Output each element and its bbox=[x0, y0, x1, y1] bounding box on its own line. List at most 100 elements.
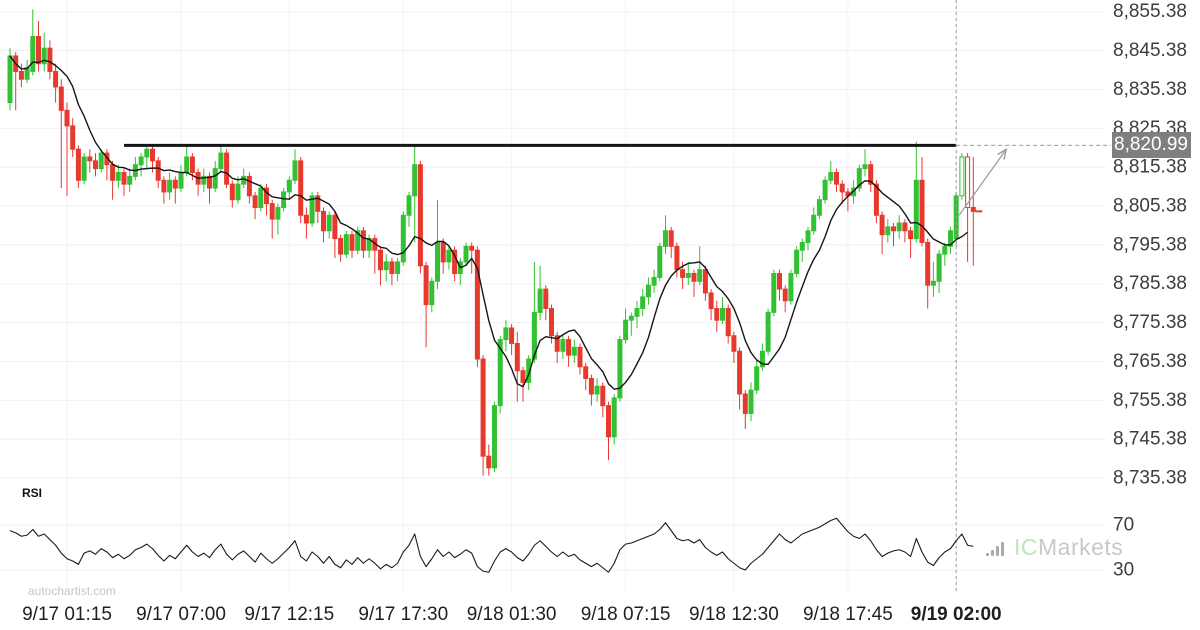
candle-body-up bbox=[594, 385, 600, 395]
candle-body-down bbox=[224, 152, 230, 185]
candle-body-up bbox=[617, 339, 623, 399]
price-gridlines bbox=[0, 11, 1106, 479]
candle-body-down bbox=[577, 346, 583, 368]
candle-body-up bbox=[885, 226, 891, 236]
time-tick-label: 9/17 07:00 bbox=[136, 604, 226, 625]
candles bbox=[7, 9, 976, 476]
candle-body-up bbox=[218, 152, 224, 170]
candle-body-up bbox=[412, 164, 418, 197]
candle-body-up bbox=[241, 175, 247, 185]
candle-body-down bbox=[509, 327, 515, 344]
candle-body-up bbox=[127, 175, 133, 185]
price-tick-label: 8,815.38 bbox=[1113, 157, 1187, 178]
candle-body-up bbox=[503, 327, 509, 341]
candle-body-down bbox=[566, 339, 572, 356]
candle-body-down bbox=[742, 393, 748, 414]
candle-body-up bbox=[537, 288, 543, 313]
icmarkets-watermark: IC Markets bbox=[986, 534, 1123, 561]
time-tick-label: 9/18 12:30 bbox=[689, 604, 779, 625]
candle-body-up bbox=[645, 284, 651, 298]
candle-body-down bbox=[121, 172, 127, 185]
candle-body-down bbox=[543, 288, 549, 310]
candle-body-up bbox=[765, 311, 771, 352]
candle-body-down bbox=[554, 335, 560, 352]
candle-body-down bbox=[549, 308, 554, 337]
candle-body-down bbox=[970, 206, 976, 212]
candle-body-up bbox=[383, 261, 389, 271]
candle-body-down bbox=[520, 370, 526, 383]
price-tick-label: 8,775.38 bbox=[1113, 312, 1187, 333]
candle-body-up bbox=[343, 234, 349, 255]
candle-body-down bbox=[389, 261, 395, 275]
candle-body-up bbox=[212, 168, 218, 189]
time-tick-label: 9/18 01:30 bbox=[467, 604, 557, 625]
candle-body-down bbox=[714, 308, 720, 321]
candle-body-down bbox=[965, 156, 971, 208]
candle-body-down bbox=[18, 70, 24, 80]
candle-body-up bbox=[275, 206, 281, 220]
candle-body-down bbox=[908, 230, 914, 240]
time-tick-label: 9/19 02:00 bbox=[911, 604, 1002, 625]
candle-body-down bbox=[839, 183, 845, 193]
candle-body-up bbox=[326, 214, 332, 232]
candle-body-down bbox=[349, 234, 355, 251]
price-tick-label: 8,755.38 bbox=[1113, 390, 1187, 411]
candle-body-down bbox=[360, 230, 366, 251]
candle-body-up bbox=[395, 261, 401, 275]
candle-body-down bbox=[469, 245, 475, 251]
candle-body-down bbox=[680, 269, 686, 278]
rsi-pane-label: RSI bbox=[22, 486, 43, 500]
candle-body-down bbox=[207, 175, 212, 189]
candle-body-up bbox=[685, 273, 691, 278]
candle-body-up bbox=[292, 160, 298, 181]
price-tick-label: 8,855.38 bbox=[1113, 1, 1187, 22]
candle-body-up bbox=[167, 179, 173, 193]
icmarkets-ic-text: IC bbox=[1014, 534, 1038, 560]
candle-body-up bbox=[754, 366, 760, 391]
time-axis-labels: 9/17 01:15 9/17 07:00 9/17 12:15 9/17 17:30… bbox=[22, 604, 1002, 625]
candle-body-down bbox=[58, 86, 64, 111]
candle-body-down bbox=[36, 35, 41, 65]
rsi-line bbox=[9, 517, 974, 573]
rsi-tick-label: 70 bbox=[1113, 515, 1134, 536]
candle-body-up bbox=[286, 179, 292, 193]
candle-body-up bbox=[720, 308, 725, 321]
candle-body-down bbox=[868, 164, 874, 185]
candle-body-up bbox=[896, 222, 902, 232]
price-axis-labels: 8,855.388,845.388,835.388,825.388,815.38… bbox=[1113, 1, 1187, 488]
candle-body-up bbox=[138, 156, 144, 166]
autochartist-watermark: autochartist.com bbox=[28, 584, 117, 598]
candle-body-up bbox=[771, 273, 777, 313]
candle-body-down bbox=[879, 214, 885, 236]
candle-body-up bbox=[497, 339, 503, 407]
candle-body-down bbox=[417, 164, 423, 267]
candle-body-down bbox=[53, 70, 59, 88]
candle-body-up bbox=[446, 249, 452, 263]
candle-body-down bbox=[252, 195, 258, 208]
candle-body-up bbox=[697, 269, 703, 282]
candle-body-up bbox=[959, 156, 965, 197]
candle-body-up bbox=[913, 179, 919, 240]
candle-body-up bbox=[463, 245, 469, 263]
candle-body-up bbox=[634, 308, 640, 317]
candle-body-down bbox=[702, 269, 708, 294]
forecast-arrow bbox=[958, 149, 1006, 216]
candle-body-up bbox=[492, 405, 497, 469]
candle-body-down bbox=[47, 47, 53, 72]
candle-body-up bbox=[98, 152, 104, 170]
candle-body-down bbox=[264, 187, 269, 205]
candle-body-down bbox=[155, 160, 161, 181]
candle-body-up bbox=[81, 156, 87, 181]
candle-body-down bbox=[834, 172, 839, 185]
candle-body-up bbox=[651, 276, 657, 286]
candle-body-down bbox=[70, 125, 76, 150]
candle-body-down bbox=[902, 222, 908, 232]
candle-body-up bbox=[936, 253, 942, 282]
candle-body-down bbox=[321, 210, 326, 232]
candle-body-down bbox=[315, 195, 321, 212]
candle-body-up bbox=[862, 164, 868, 170]
candle-body-down bbox=[777, 273, 782, 290]
candle-body-up bbox=[115, 172, 121, 181]
